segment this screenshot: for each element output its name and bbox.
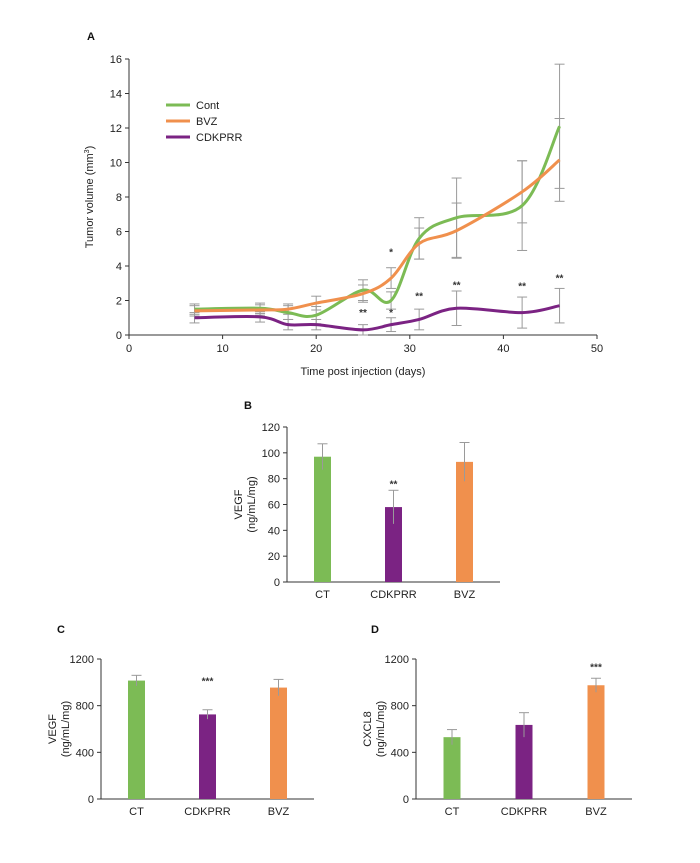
y-axis-unit: (ng/mL/mg) xyxy=(60,701,72,757)
y-axis-unit: (ng/mL/mg) xyxy=(246,476,258,532)
y-tick-label: 20 xyxy=(268,551,280,563)
y-tick-label: 80 xyxy=(268,474,280,486)
x-tick-label: BVZ xyxy=(454,589,476,601)
significance-label: ** xyxy=(556,274,564,285)
y-axis-label: VEGF xyxy=(233,489,245,519)
x-tick-label: CT xyxy=(445,806,460,818)
x-tick-label: 50 xyxy=(591,343,603,355)
y-tick-label: 60 xyxy=(268,500,280,512)
panel-letter: B xyxy=(244,400,252,412)
x-tick-label: 20 xyxy=(310,343,322,355)
y-tick-label: 4 xyxy=(116,261,122,273)
legend-label-cont: Cont xyxy=(196,100,219,112)
y-tick-label: 8 xyxy=(116,192,122,204)
chart-panel-d: D 0 400 800 1200 CXCL8 (ng/mL/mg) CT CDKPRR BVZ **… xyxy=(362,624,632,818)
y-tick-label: 1200 xyxy=(70,654,94,666)
y-tick-label: 0 xyxy=(403,794,409,806)
y-tick-label: 120 xyxy=(262,422,280,434)
x-tick-label: 0 xyxy=(126,343,132,355)
bar-bvz xyxy=(587,685,605,799)
series-line-cdkprr xyxy=(194,304,560,332)
significance-label: *** xyxy=(590,663,602,674)
y-axis-label: VEGF xyxy=(47,714,59,744)
bar-ct xyxy=(443,737,461,799)
y-tick-label: 800 xyxy=(391,701,409,713)
y-tick-label: 1200 xyxy=(385,654,409,666)
significance-label: *** xyxy=(202,677,214,688)
x-tick-label: BVZ xyxy=(585,806,607,818)
y-axis-label: Tumor volume (mm3) xyxy=(84,146,96,249)
y-tick-label: 40 xyxy=(268,525,280,537)
x-tick-label: CDKPRR xyxy=(370,589,417,601)
x-axis-label: Time post injection (days) xyxy=(301,366,426,378)
bar-ct xyxy=(314,456,331,582)
significance-label: * xyxy=(389,308,393,319)
x-tick-label: CT xyxy=(129,806,144,818)
significance-label: ** xyxy=(518,281,526,292)
y-tick-label: 6 xyxy=(116,227,122,239)
chart-panel-c: C 0 400 800 1200 VEGF (ng/mL/mg) CT CDKPRR BVZ *** xyxy=(47,624,314,818)
x-tick-label: 10 xyxy=(216,343,228,355)
y-tick-label: 100 xyxy=(262,448,280,460)
x-tick-label: BVZ xyxy=(268,806,290,818)
chart-panel-b: B 0 20 40 60 80 100 120 VEGF (ng/mL/mg) CT CDKPRR BV… xyxy=(233,400,500,601)
bar-bvz xyxy=(270,687,287,799)
x-tick-label: CT xyxy=(315,589,330,601)
y-tick-label: 800 xyxy=(76,701,94,713)
x-tick-label: CDKPRR xyxy=(184,806,231,818)
bar-cdkprr xyxy=(199,714,216,799)
panel-letter: C xyxy=(57,624,65,636)
y-tick-label: 0 xyxy=(274,577,280,589)
significance-label: ** xyxy=(415,292,423,303)
chart-panel-a: A 0 2 4 6 8 10 12 14 16 0 10 20 30 40 50 Time post injec… xyxy=(84,31,603,378)
y-tick-label: 14 xyxy=(110,89,122,101)
x-tick-label: 30 xyxy=(404,343,416,355)
significance-label: ** xyxy=(453,280,461,291)
panel-letter: D xyxy=(371,624,379,636)
y-tick-label: 12 xyxy=(110,123,122,135)
y-tick-label: 2 xyxy=(116,296,122,308)
y-tick-label: 0 xyxy=(116,330,122,342)
y-tick-label: 400 xyxy=(76,747,94,759)
y-axis-label: CXCL8 xyxy=(362,711,374,746)
significance-label: ** xyxy=(359,308,367,319)
y-tick-label: 16 xyxy=(110,54,122,66)
y-tick-label: 400 xyxy=(391,747,409,759)
x-tick-label: CDKPRR xyxy=(501,806,548,818)
y-tick-label: 10 xyxy=(110,158,122,170)
bar-ct xyxy=(128,680,145,799)
series-line-bvz xyxy=(194,158,561,313)
panel-letter: A xyxy=(87,31,95,43)
significance-label: * xyxy=(389,248,393,259)
bar-bvz xyxy=(456,461,473,582)
legend-label-cdkprr: CDKPRR xyxy=(196,132,243,144)
y-axis-unit: (ng/mL/mg) xyxy=(375,701,387,757)
legend-label-bvz: BVZ xyxy=(196,116,218,128)
y-tick-label: 0 xyxy=(88,794,94,806)
bar-cdkprr xyxy=(515,724,533,799)
bar-cdkprr xyxy=(385,507,402,582)
x-tick-label: 40 xyxy=(497,343,509,355)
significance-label: ** xyxy=(390,480,398,491)
